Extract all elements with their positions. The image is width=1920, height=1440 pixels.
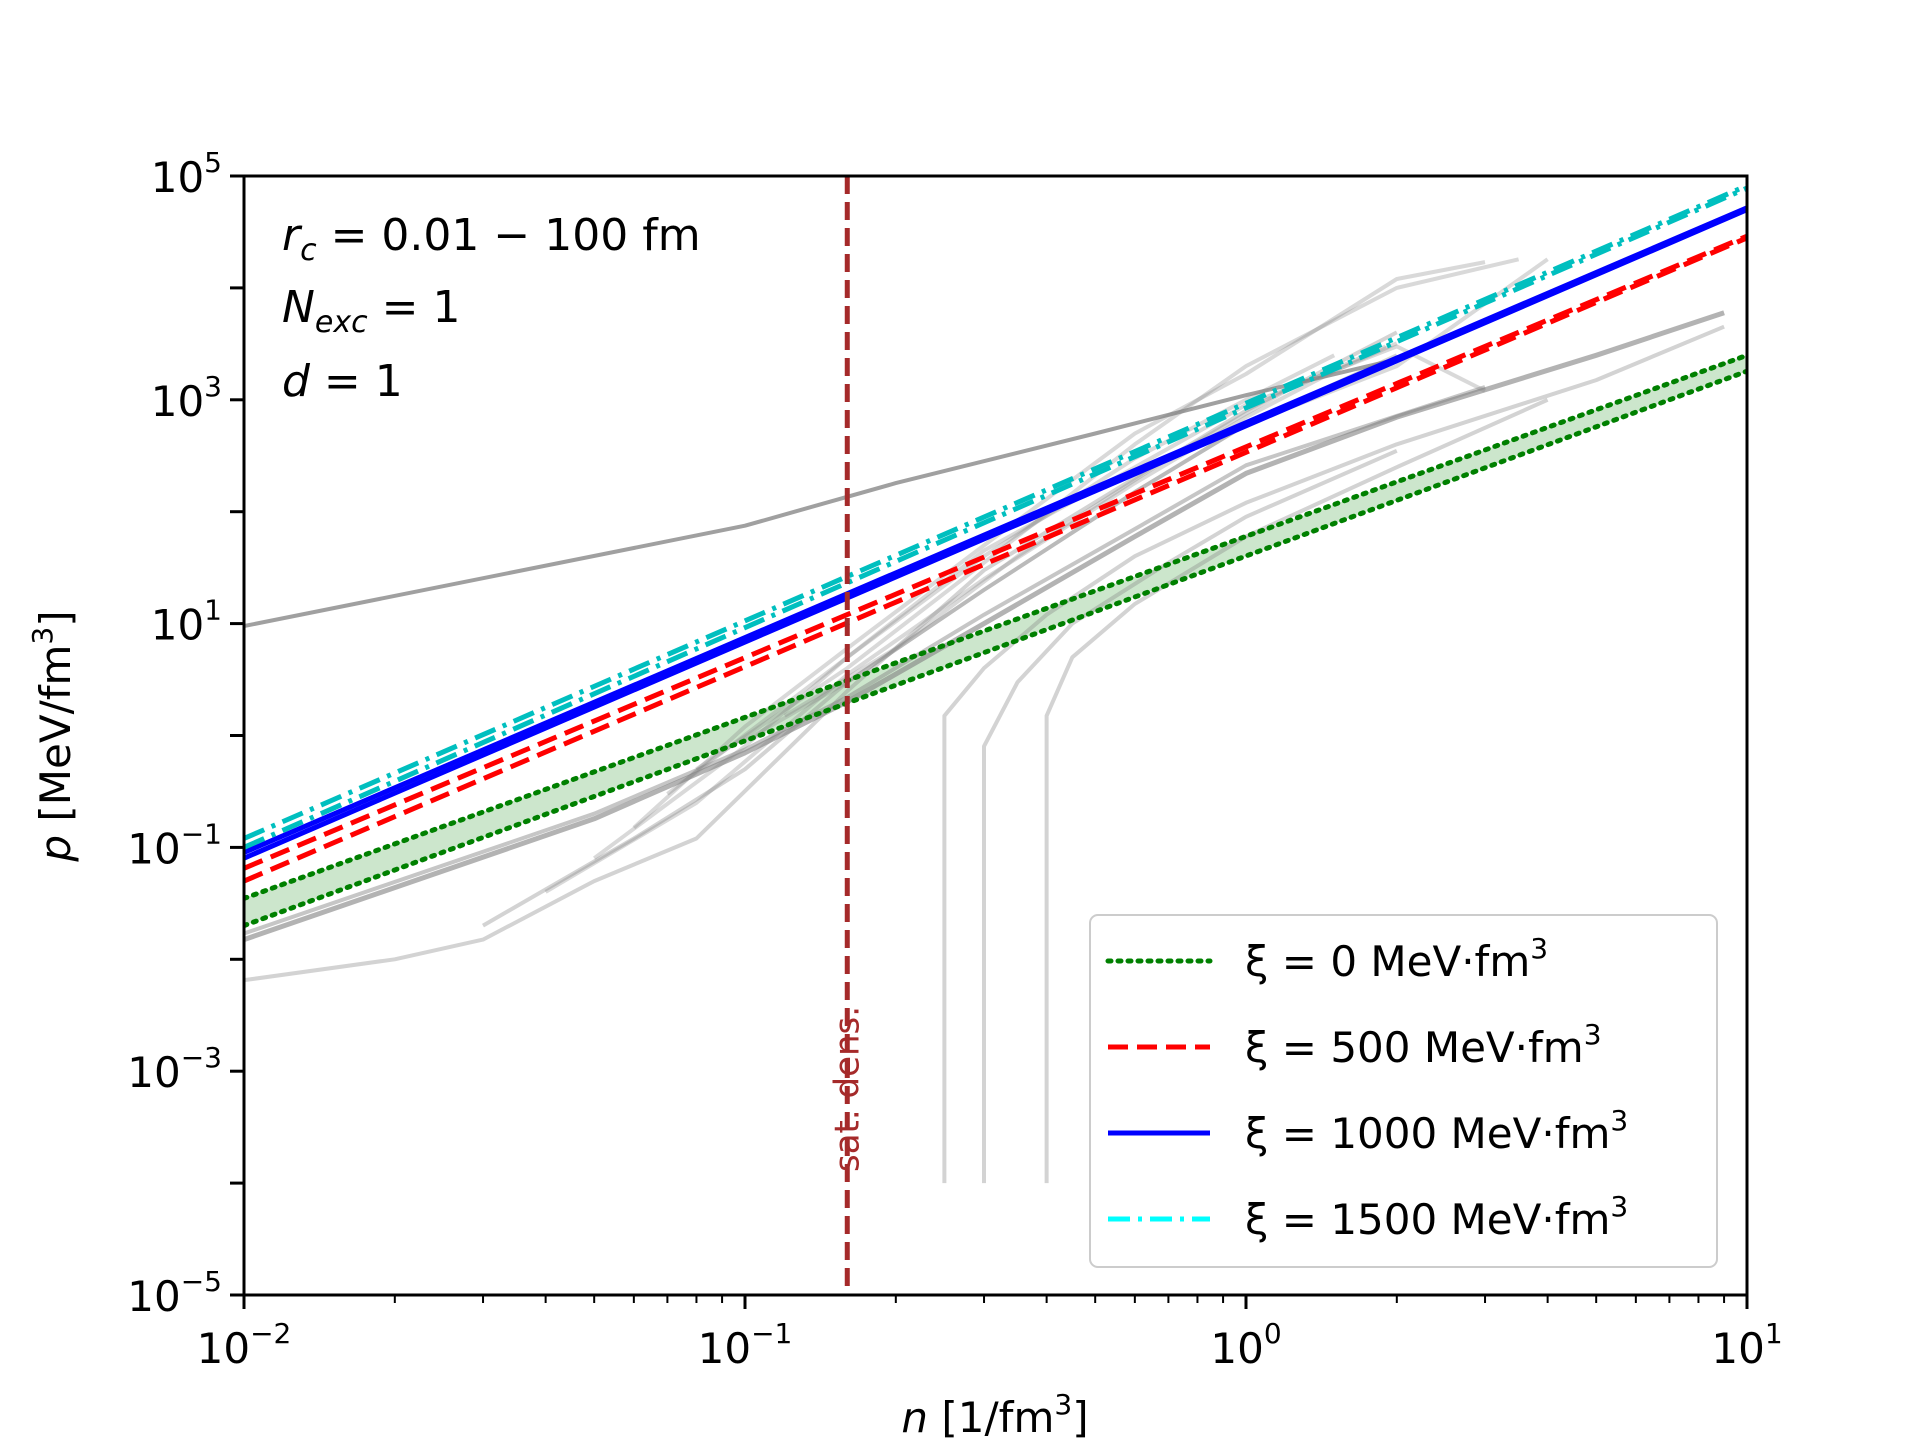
series-line-7 [244, 183, 1747, 841]
x-tick-label: 10−1 [698, 1317, 793, 1373]
y-tick-label: 103 [151, 370, 222, 426]
series-line-3 [244, 233, 1747, 871]
xi-zero-band-layer [244, 355, 1747, 926]
legend-label-xi-1500: ξ = 1500 MeV·fm3 [1245, 1190, 1628, 1244]
annotation-cutoff-radius: rc = 0.01 − 100 fm [282, 210, 701, 268]
annotation-dimension: d = 1 [282, 356, 403, 407]
reference-eos-curve-8 [695, 257, 1520, 771]
plot-area [244, 176, 1747, 1295]
legend-label-xi-500: ξ = 500 MeV·fm3 [1245, 1018, 1602, 1072]
series-line-0 [244, 368, 1747, 929]
saturation-density-label: sat. dens. [827, 1006, 867, 1172]
series-line-1 [244, 352, 1747, 901]
annotation-block: rc = 0.01 − 100 fm Nexc = 1 d = 1 [282, 210, 701, 407]
reference-eos-curve-14 [1044, 397, 1549, 1184]
legend-box [1089, 914, 1718, 1268]
x-tick-label: 10−2 [197, 1317, 292, 1373]
legend: ξ = 0 MeV·fm3 ξ = 500 MeV·fm3 ξ = 1000 M… [1089, 914, 1718, 1268]
axis-ticks: 10−2 10−1 100 101 10−5 10−3 10−1 101 103 105 [127, 146, 1782, 1373]
xi-zero-band [244, 355, 1747, 926]
y-tick-label: 10−1 [127, 817, 222, 873]
y-tick-label: 101 [151, 594, 222, 650]
y-tick-label: 10−5 [127, 1265, 222, 1321]
y-tick-label: 10−3 [127, 1041, 222, 1097]
y-tick-label: 105 [151, 146, 222, 202]
series-line-5 [244, 205, 1747, 855]
reference-eos-curve-0 [244, 357, 1398, 629]
series-line-6 [244, 185, 1747, 850]
reference-eos-curve-2 [244, 310, 1725, 942]
legend-label-xi-1000: ξ = 1000 MeV·fm3 [1245, 1104, 1628, 1158]
reference-eos-curve-13 [982, 448, 1398, 1184]
y-axis-label: p [MeV/fm3] [26, 610, 80, 862]
x-tick-label: 101 [1711, 1317, 1782, 1373]
reference-eos-curve-6 [593, 353, 1336, 860]
model-series-curves [244, 183, 1747, 929]
reference-eos-curve-12 [942, 324, 1725, 1184]
x-tick-label: 100 [1210, 1317, 1281, 1373]
series-line-2 [244, 235, 1747, 884]
legend-label-xi-0: ξ = 0 MeV·fm3 [1245, 932, 1548, 986]
annotation-excitations: Nexc = 1 [282, 282, 460, 340]
x-axis-label: n [1/fm3] [901, 1388, 1088, 1440]
